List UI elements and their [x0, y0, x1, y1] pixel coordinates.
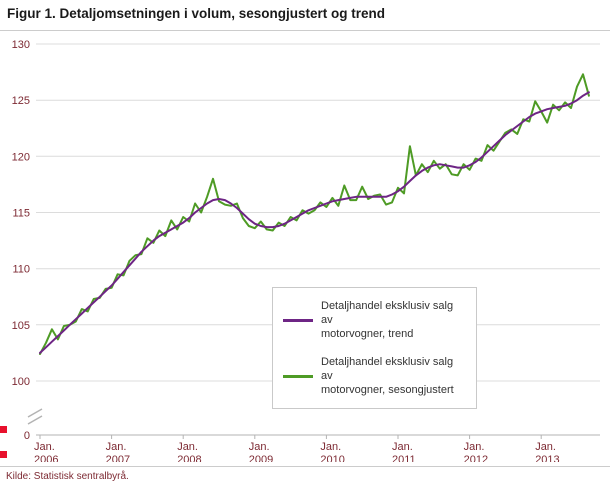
chart-canvas: 0100105110115120125130Jan.2006Jan.2007Ja… — [0, 39, 600, 462]
legend-entry-trend: Detaljhandel eksklusiv salg av motorvogne… — [283, 299, 466, 341]
y-axis-label-0: 0 — [24, 430, 30, 442]
y-axis-label-115: 115 — [12, 208, 30, 220]
axis-break-mark — [27, 415, 43, 425]
x-axis-label-month-2012: Jan. — [464, 441, 485, 453]
legend-label-trend-line1: Detaljhandel eksklusiv salg av — [321, 300, 454, 326]
x-axis-label-month-2007: Jan. — [106, 441, 127, 453]
header-divider — [0, 30, 610, 31]
legend-label-seasonal: Detaljhandel eksklusiv salg av motorvogne… — [321, 355, 466, 397]
y-axis-label-100: 100 — [12, 376, 30, 388]
brand-square — [0, 426, 7, 433]
source-note: Kilde: Statistisk sentralbyrå. — [6, 471, 129, 482]
x-axis-label-year-2010: 2010 — [320, 454, 344, 462]
legend-label-trend: Detaljhandel eksklusiv salg av motorvogne… — [321, 299, 466, 341]
y-axis-label-105: 105 — [12, 320, 30, 332]
x-axis-label-year-2012: 2012 — [464, 454, 488, 462]
x-axis-label-year-2006: 2006 — [34, 454, 58, 462]
trend-series-line — [39, 91, 590, 354]
brand-square — [0, 451, 7, 458]
y-axis-label-130: 130 — [12, 39, 30, 51]
seasonal-line-swatch — [283, 374, 313, 378]
figure-title: Figur 1. Detaljomsetningen i volum, seso… — [7, 6, 386, 21]
legend: Detaljhandel eksklusiv salg av motorvogne… — [272, 287, 477, 409]
y-axis-label-110: 110 — [12, 264, 30, 276]
trend-line-swatch — [283, 318, 313, 322]
y-axis-label-120: 120 — [12, 151, 30, 163]
x-axis-label-month-2006: Jan. — [34, 441, 55, 453]
x-axis-label-year-2009: 2009 — [249, 454, 273, 462]
footer-divider — [0, 466, 610, 467]
x-axis-label-year-2008: 2008 — [177, 454, 201, 462]
x-axis-label-year-2007: 2007 — [106, 454, 130, 462]
legend-label-trend-line2: motorvogner, trend — [321, 328, 414, 340]
x-axis-label-month-2010: Jan. — [320, 441, 341, 453]
x-axis-label-month-2009: Jan. — [249, 441, 270, 453]
x-axis-label-month-2013: Jan. — [535, 441, 556, 453]
legend-label-seasonal-line1: Detaljhandel eksklusiv salg av — [321, 356, 454, 382]
legend-label-seasonal-line2: motorvogner, sesongjustert — [321, 384, 454, 396]
legend-entry-seasonal: Detaljhandel eksklusiv salg av motorvogne… — [283, 355, 466, 397]
seasonal-series-line — [39, 73, 590, 355]
y-axis-label-125: 125 — [12, 95, 30, 107]
x-axis-label-year-2013: 2013 — [535, 454, 559, 462]
x-axis-label-year-2011: 2011 — [392, 454, 416, 462]
x-axis-label-month-2008: Jan. — [177, 441, 198, 453]
x-axis-label-month-2011: Jan. — [392, 441, 413, 453]
axis-break-mark — [27, 408, 43, 418]
